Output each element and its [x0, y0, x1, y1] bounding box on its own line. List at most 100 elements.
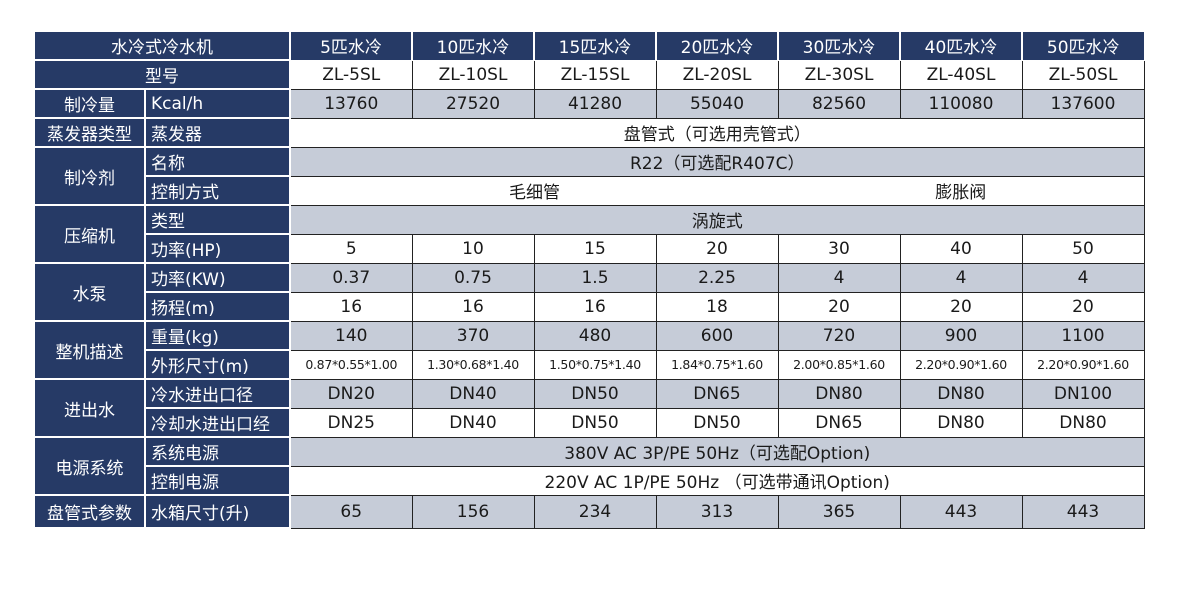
value-cell: 0.37	[289, 262, 413, 293]
value-cell: 110080	[899, 88, 1023, 119]
value-cell: DN50	[533, 378, 657, 409]
value-cell: 41280	[533, 88, 657, 119]
column-header: 20匹水冷	[655, 30, 779, 61]
row-label: 冷却水进出口经	[144, 407, 291, 438]
value-cell: ZL-20SL	[655, 59, 779, 90]
size-row: 外形尺寸(m) 0.87*0.55*1.00 1.30*0.68*1.40 1.50*…	[34, 349, 1145, 380]
value-cell: DN40	[411, 407, 535, 438]
value-cell: 20	[899, 291, 1023, 322]
group-label: 蒸发器类型	[33, 117, 146, 148]
value-cell: 2.25	[655, 262, 779, 293]
value-cell: 234	[533, 494, 657, 529]
value-cell: 220V AC 1P/PE 50Hz （可选带通讯Option)	[289, 465, 1145, 496]
column-header: 5匹水冷	[289, 30, 413, 61]
value-cell: 20	[655, 233, 779, 264]
value-cell: 盘管式（可选用壳管式）	[289, 117, 1145, 148]
row-label: 蒸发器	[144, 117, 291, 148]
pump-head-row: 扬程(m) 16 16 16 18 20 20 20	[34, 291, 1145, 322]
value-cell: ZL-10SL	[411, 59, 535, 90]
row-label: 控制方式	[144, 175, 291, 206]
value-cell: 137600	[1021, 88, 1145, 119]
value-cell: DN80	[899, 378, 1023, 409]
value-cell: 20	[777, 291, 901, 322]
row-label: 重量(kg)	[144, 320, 291, 351]
value-cell: 16	[289, 291, 413, 322]
spec-table: 水冷式冷水机 5匹水冷 10匹水冷 15匹水冷 20匹水冷 30匹水冷 40匹水冷 50匹水冷…	[33, 30, 1145, 529]
value-cell: 18	[655, 291, 779, 322]
row-label: 扬程(m)	[144, 291, 291, 322]
value-cell: 50	[1021, 233, 1145, 264]
evaporator-row: 蒸发器类型 蒸发器 盘管式（可选用壳管式）	[33, 117, 1145, 148]
value-cell: 0.87*0.55*1.00	[289, 349, 413, 380]
compressor-power-row: 功率(HP) 5 10 15 20 30 40 50	[34, 233, 1145, 264]
value-cell: 55040	[655, 88, 779, 119]
value-cell: 20	[1021, 291, 1145, 322]
value-cell: ZL-15SL	[533, 59, 657, 90]
value-cell: 4	[899, 262, 1023, 293]
value-cell: 1.50*0.75*1.40	[533, 349, 657, 380]
column-header: 10匹水冷	[411, 30, 535, 61]
value-cell: 4	[777, 262, 901, 293]
value-cell: 313	[655, 494, 779, 529]
group-label: 电源系统	[33, 436, 146, 496]
value-cell: 1.30*0.68*1.40	[411, 349, 535, 380]
value-cell: 380V AC 3P/PE 50Hz（可选配Option)	[289, 436, 1145, 467]
row-label: 类型	[144, 204, 291, 235]
value-cell: 膨胀阀	[778, 175, 1145, 206]
group-label: 水泵	[33, 262, 146, 322]
value-cell: DN50	[655, 407, 779, 438]
column-header: 50匹水冷	[1021, 30, 1145, 61]
value-cell: 1.5	[533, 262, 657, 293]
value-cell: 2.20*0.90*1.60	[899, 349, 1023, 380]
value-cell: DN80	[777, 378, 901, 409]
group-label: 整机描述	[33, 320, 146, 380]
row-label: 系统电源	[144, 436, 291, 467]
chilled-water-row: 进出水 冷水进出口径 DN20 DN40 DN50 DN65 DN80 DN80 DN100	[33, 378, 1145, 438]
value-cell: 720	[777, 320, 901, 351]
group-label: 制冷剂	[33, 146, 146, 206]
cooling-row: 制冷量 Kcal/h 13760 27520 41280 55040 82560 110080…	[33, 88, 1145, 119]
model-row: 型号 ZL-5SL ZL-10SL ZL-15SL ZL-20SL ZL-30SL ZL-4…	[33, 59, 1145, 90]
value-cell: 2.20*0.90*1.60	[1021, 349, 1145, 380]
tank-row: 盘管式参数 水箱尺寸(升) 65 156 234 313 365 443 443	[33, 494, 1145, 529]
value-cell: ZL-40SL	[899, 59, 1023, 90]
value-cell: DN80	[1021, 407, 1145, 438]
value-cell: 156	[411, 494, 535, 529]
value-cell: 16	[411, 291, 535, 322]
value-cell: 0.75	[411, 262, 535, 293]
value-cell: 600	[655, 320, 779, 351]
value-cell: 900	[899, 320, 1023, 351]
value-cell: 毛细管	[289, 175, 778, 206]
refrigerant-name-row: 制冷剂 名称 R22（可选配R407C）	[33, 146, 1145, 206]
value-cell: DN100	[1021, 378, 1145, 409]
cooling-water-row: 冷却水进出口经 DN25 DN40 DN50 DN50 DN65 DN80 DN80	[34, 407, 1145, 438]
value-cell: 443	[1021, 494, 1145, 529]
value-cell: 480	[533, 320, 657, 351]
value-cell: 涡旋式	[289, 204, 1145, 235]
value-cell: 16	[533, 291, 657, 322]
value-cell: 2.00*0.85*1.60	[777, 349, 901, 380]
column-header: 40匹水冷	[899, 30, 1023, 61]
refrigerant-control-row: 控制方式 毛细管 膨胀阀	[34, 175, 1145, 206]
column-header: 30匹水冷	[777, 30, 901, 61]
value-cell: 4	[1021, 262, 1145, 293]
group-label: 进出水	[33, 378, 146, 438]
row-label: 外形尺寸(m)	[144, 349, 291, 380]
value-cell: ZL-50SL	[1021, 59, 1145, 90]
column-header: 15匹水冷	[533, 30, 657, 61]
row-label: 控制电源	[144, 465, 291, 496]
row-label: 型号	[33, 59, 291, 90]
compressor-type-row: 压缩机 类型 涡旋式	[33, 204, 1145, 264]
value-cell: 370	[411, 320, 535, 351]
value-cell: DN65	[655, 378, 779, 409]
value-cell: DN40	[411, 378, 535, 409]
value-cell: DN20	[289, 378, 413, 409]
value-cell: 82560	[777, 88, 901, 119]
value-cell: ZL-30SL	[777, 59, 901, 90]
row-label: 功率(HP)	[144, 233, 291, 264]
pump-power-row: 水泵 功率(KW) 0.37 0.75 1.5 2.25 4 4 4	[33, 262, 1145, 322]
value-cell: 365	[777, 494, 901, 529]
group-label: 压缩机	[33, 204, 146, 264]
value-cell: DN80	[899, 407, 1023, 438]
value-cell: 40	[899, 233, 1023, 264]
